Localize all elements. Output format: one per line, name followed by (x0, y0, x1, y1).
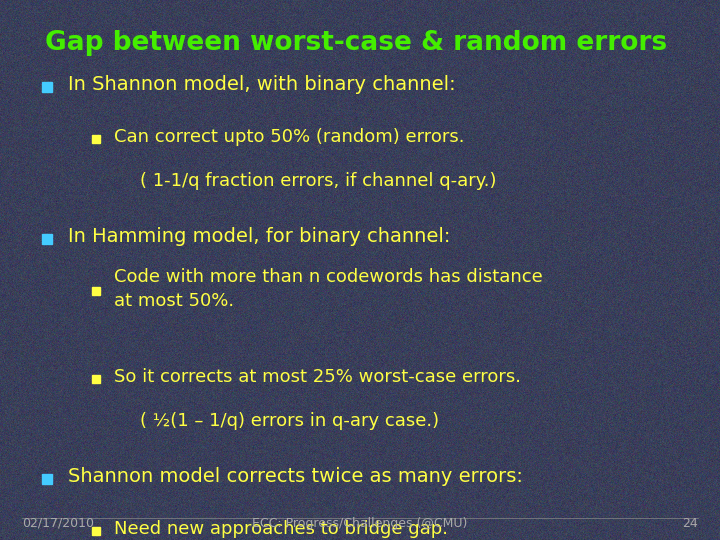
Text: ( ½(1 – 1/q) errors in q-ary case.): ( ½(1 – 1/q) errors in q-ary case.) (140, 412, 439, 430)
Text: Can correct upto 50% (random) errors.: Can correct upto 50% (random) errors. (114, 128, 464, 146)
Text: In Hamming model, for binary channel:: In Hamming model, for binary channel: (68, 227, 451, 246)
Text: 02/17/2010: 02/17/2010 (22, 517, 94, 530)
Text: ECC: Progress/Challenges (@CMU): ECC: Progress/Challenges (@CMU) (252, 517, 468, 530)
Bar (92, 135, 100, 143)
Bar (92, 375, 100, 383)
Bar (42, 82, 52, 92)
Bar (42, 234, 52, 244)
Text: Gap between worst-case & random errors: Gap between worst-case & random errors (45, 30, 667, 56)
Text: Need new approaches to bridge gap.: Need new approaches to bridge gap. (114, 520, 448, 538)
Text: Shannon model corrects twice as many errors:: Shannon model corrects twice as many err… (68, 468, 523, 487)
Text: Code with more than n codewords has distance
at most 50%.: Code with more than n codewords has dist… (114, 268, 543, 310)
Bar (92, 287, 100, 295)
Text: In Shannon model, with binary channel:: In Shannon model, with binary channel: (68, 76, 456, 94)
Bar (42, 474, 52, 484)
Text: So it corrects at most 25% worst-case errors.: So it corrects at most 25% worst-case er… (114, 368, 521, 386)
Bar (92, 527, 100, 535)
Text: ( 1-1/q fraction errors, if channel q-ary.): ( 1-1/q fraction errors, if channel q-ar… (140, 172, 497, 190)
Text: 24: 24 (683, 517, 698, 530)
